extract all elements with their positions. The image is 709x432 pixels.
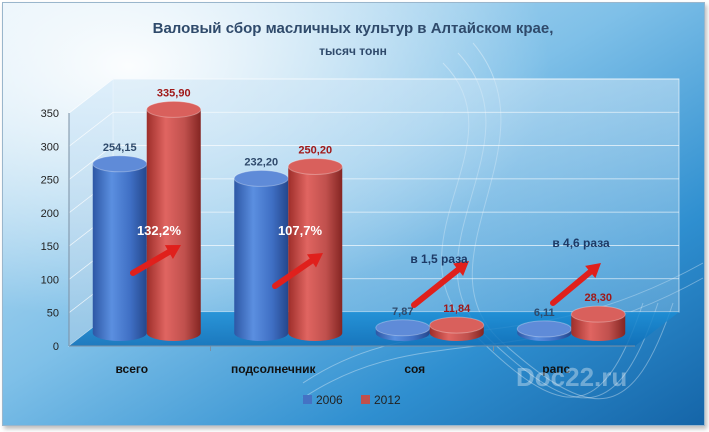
data-labels: 254,15 335,90 232,20 250,20 7,87 11,84 6,11 28,… [103, 87, 612, 319]
data-label: 6,11 [534, 307, 555, 319]
watermark: Doc22.ru [516, 362, 627, 392]
y-tick-label: 300 [41, 141, 59, 153]
y-tick-label: 200 [41, 208, 59, 220]
bar-body [146, 109, 201, 342]
bar-2006-0 [92, 155, 148, 341]
data-label: 250,20 [298, 144, 332, 156]
bar-top [92, 155, 148, 173]
data-label: 254,15 [103, 142, 137, 154]
growth-arrow-head [585, 263, 601, 279]
data-label: 28,30 [584, 292, 612, 304]
chart-title: Валовый сбор масличных культур в Алтайск… [153, 20, 554, 37]
bar-top [429, 316, 485, 334]
growth-arrow-shaft [130, 249, 172, 276]
growth-arrow-shaft [550, 268, 594, 306]
y-tick-label: 100 [41, 274, 59, 286]
data-label: 232,20 [244, 156, 278, 168]
legend-swatch-2006 [303, 395, 312, 404]
bar-top [375, 319, 431, 337]
data-label: 335,90 [157, 87, 191, 99]
bar-2006-2 [375, 319, 431, 341]
bar-body [92, 163, 147, 341]
y-tick-label: 150 [41, 241, 59, 253]
bar-top [233, 169, 289, 187]
gridline [68, 78, 679, 114]
legend-label-2012: 2012 [374, 393, 401, 407]
bar-top [516, 320, 572, 338]
growth-annotation: в 1,5 раза [410, 252, 468, 266]
growth-arrow-shaft [272, 257, 315, 289]
category-label: соя [404, 362, 425, 376]
growth-arrow-head [453, 261, 469, 276]
growth-arrow-shaft [411, 266, 462, 308]
category-label: рапс [542, 362, 570, 376]
growth-arrow-head [306, 253, 323, 268]
gridline [68, 145, 679, 180]
growth-arrow-head [164, 245, 181, 259]
data-label: 11,84 [443, 303, 471, 315]
bar-top [570, 305, 626, 323]
bar-2012-2 [429, 316, 485, 341]
y-tick-label: 350 [41, 108, 59, 120]
chart-subtitle: тысяч тонн [319, 44, 387, 58]
data-label: 7,87 [392, 306, 413, 318]
annotations: 132,2% 107,7% в 1,5 раза в 4,6 раза [130, 223, 610, 308]
y-tick-label: 250 [41, 175, 59, 187]
growth-annotation: 107,7% [278, 223, 323, 238]
gridline [68, 111, 679, 147]
legend: 2006 2012 [303, 393, 401, 407]
bar-2006-1 [233, 169, 289, 341]
bar-2012-3 [570, 305, 626, 341]
y-tick-label: 50 [47, 308, 59, 320]
bar-2006-3 [516, 320, 572, 341]
bar-2012-0 [146, 100, 202, 342]
growth-annotation: в 4,6 раза [552, 236, 610, 250]
bar-2012-1 [287, 157, 343, 341]
bar-body [234, 178, 289, 341]
bar-top [146, 100, 202, 118]
chart-frame: 0 50 100 150 200 250 300 350 всего подсолнечник со… [2, 2, 705, 426]
legend-swatch-2012 [361, 395, 370, 404]
y-tick-label: 0 [53, 341, 59, 353]
bars [92, 100, 626, 342]
growth-annotation: 132,2% [137, 223, 182, 238]
bar-top [287, 157, 343, 175]
category-label: подсолнечник [231, 362, 316, 376]
legend-label-2006: 2006 [316, 393, 343, 407]
category-label: всего [115, 362, 148, 376]
chart-canvas: 0 50 100 150 200 250 300 350 всего подсолнечник со… [3, 3, 704, 425]
